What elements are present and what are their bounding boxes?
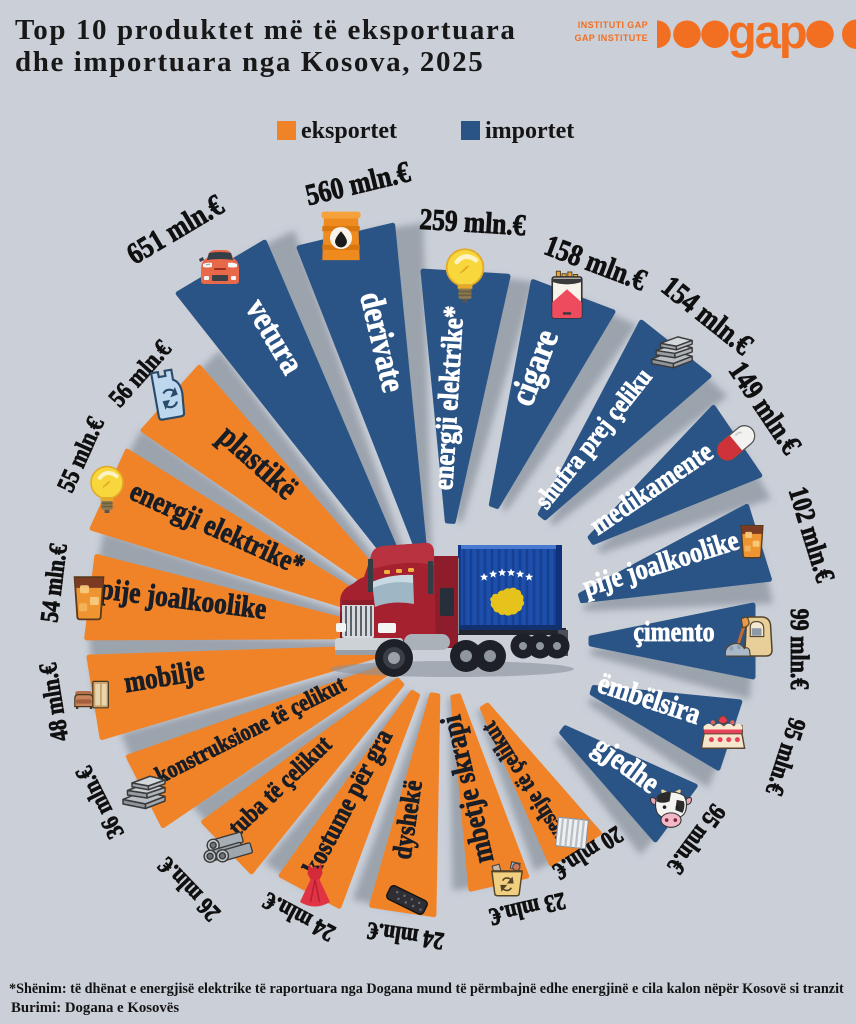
- svg-text:GAP INSTITUTE: GAP INSTITUTE: [574, 33, 648, 43]
- svg-text:çimento: çimento: [633, 616, 714, 647]
- svg-text:gap: gap: [728, 5, 806, 58]
- svg-text:INSTITUTI GAP: INSTITUTI GAP: [578, 20, 648, 30]
- svg-text:99 mln.€: 99 mln.€: [785, 609, 813, 690]
- svg-text:259 mln.€: 259 mln.€: [419, 203, 527, 243]
